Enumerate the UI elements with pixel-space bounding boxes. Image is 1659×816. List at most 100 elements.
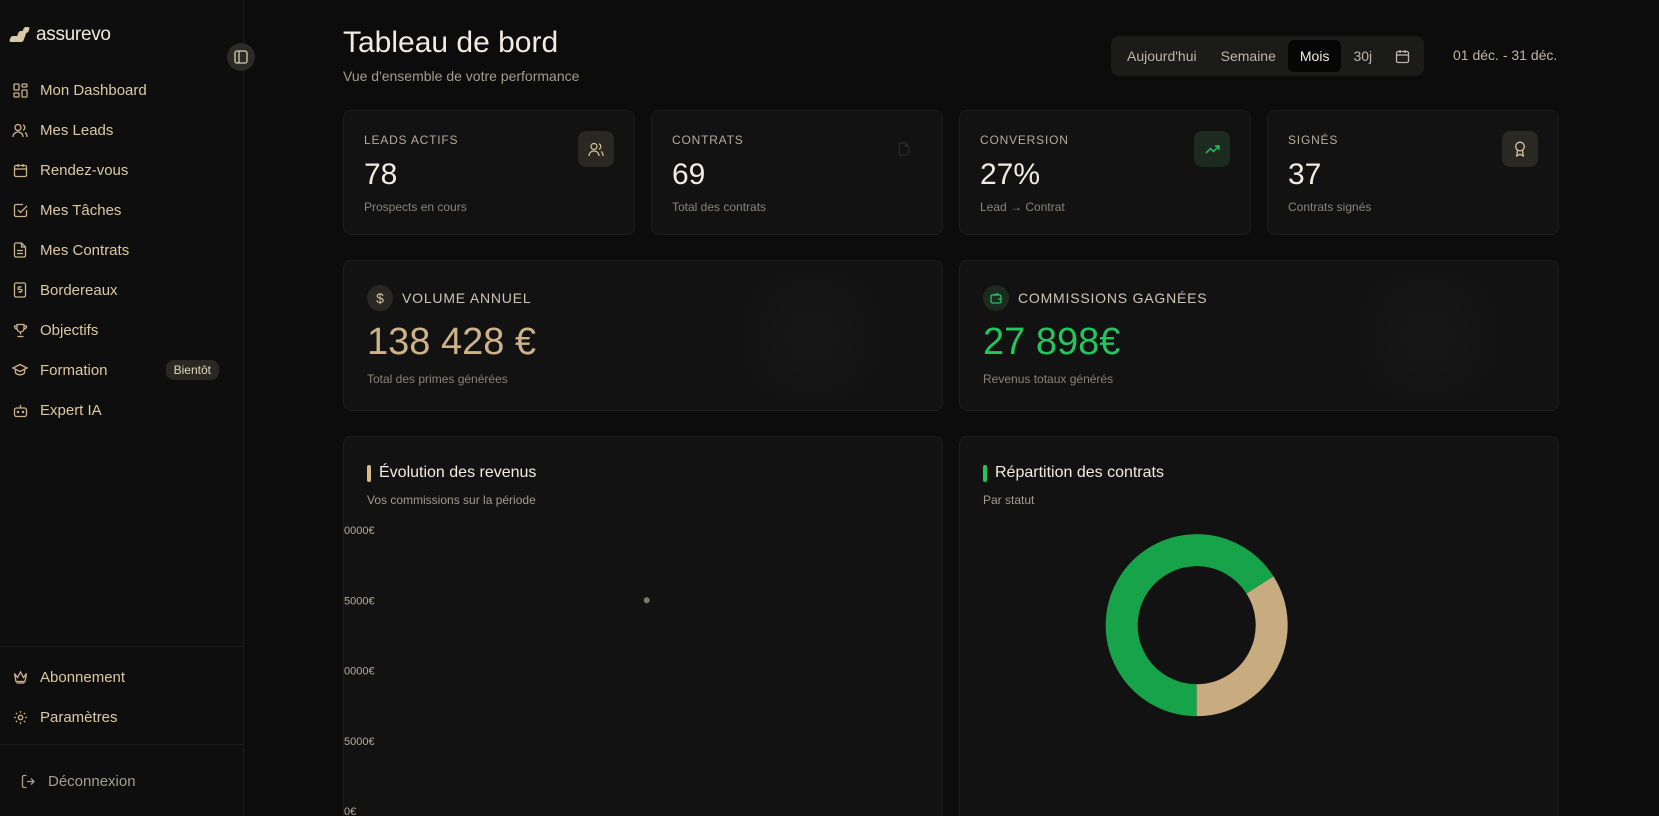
sidebar-item-label: Expert IA	[40, 401, 102, 419]
range-month-button[interactable]: Mois	[1287, 40, 1342, 72]
kpi-subtitle: Total des contrats	[672, 200, 767, 214]
volume-annuel-card: $ VOLUME ANNUEL 138 428 € Total des prim…	[343, 260, 943, 411]
contracts-chart-header: Répartition des contrats	[983, 464, 1164, 482]
range-30-days-button[interactable]: 30j	[1353, 48, 1373, 64]
sidebar-item-label: Mes Leads	[40, 121, 114, 139]
sidebar-item-label: Rendez-vous	[40, 161, 129, 179]
sidebar-item-label: Mes Contrats	[40, 241, 130, 259]
page-title: Tableau de bord	[343, 26, 559, 59]
kpi-card-conversion: CONVERSION 27% Lead → Contrat	[959, 110, 1251, 235]
y-tick-label: 5000€	[344, 595, 375, 607]
donut-slice	[1196, 576, 1288, 717]
document-icon	[886, 131, 922, 167]
accent-bar	[367, 464, 371, 482]
contracts-donut-chart	[1105, 534, 1288, 717]
sidebar-bottom-nav: Abonnement Paramètres	[0, 646, 244, 737]
calendar-icon	[1395, 49, 1409, 63]
kpi-value: 37	[1288, 158, 1322, 191]
sidebar-item-parametres[interactable]: Paramètres	[0, 697, 244, 737]
sidebar-nav: Mon Dashboard Mes Leads Rendez-vous Mes …	[0, 70, 244, 430]
volume-value: 138 428 €	[367, 321, 537, 363]
contracts-chart-title: Répartition des contrats	[995, 464, 1164, 481]
sidebar-item-label: Bordereaux	[40, 281, 118, 299]
range-today-button[interactable]: Aujourd'hui	[1127, 48, 1197, 64]
kpi-subtitle: Contrats signés	[1288, 200, 1372, 214]
range-week-button[interactable]: Semaine	[1220, 48, 1276, 64]
sidebar-toggle-button[interactable]	[227, 43, 255, 71]
y-tick-label: 0€	[344, 806, 356, 816]
trophy-icon	[12, 322, 28, 338]
revenue-chart-subtitle: Vos commissions sur la période	[367, 493, 536, 507]
sidebar-item-leads[interactable]: Mes Leads	[0, 110, 244, 150]
trending-up-icon	[1194, 131, 1230, 167]
logout-icon	[20, 773, 36, 789]
volume-label: VOLUME ANNUEL	[402, 290, 532, 306]
sidebar-item-bordereaux[interactable]: Bordereaux	[0, 270, 244, 310]
kpi-value: 78	[364, 158, 398, 191]
receipt-icon	[12, 282, 28, 298]
calendar-icon	[12, 162, 28, 178]
sidebar-item-rendez-vous[interactable]: Rendez-vous	[0, 150, 244, 190]
y-tick-label: 0000€	[344, 525, 375, 537]
kpi-subtitle: Lead → Contrat	[980, 200, 1065, 214]
page-subtitle: Vue d'ensemble de votre performance	[343, 68, 580, 84]
commissions-subtitle: Revenus totaux générés	[983, 372, 1114, 386]
logout-button[interactable]: Déconnexion	[8, 761, 136, 801]
kpi-value: 69	[672, 158, 706, 191]
coming-soon-badge: Bientôt	[165, 360, 219, 380]
kpi-value: 27%	[980, 158, 1041, 191]
logout-section: Déconnexion	[0, 744, 244, 816]
logo-mark-icon	[8, 27, 31, 43]
sidebar-item-objectifs[interactable]: Objectifs	[0, 310, 244, 350]
donut-slice	[1105, 534, 1274, 717]
sidebar: assurevo Mon Dashboard Mes Leads Rendez-…	[0, 0, 255, 816]
revenue-chart-title: Évolution des revenus	[379, 464, 537, 481]
panel-left-icon	[234, 50, 248, 64]
sidebar-item-expert-ia[interactable]: Expert IA	[0, 390, 244, 430]
sidebar-item-label: Formation	[40, 361, 108, 379]
revenue-chart-header: Évolution des revenus	[367, 464, 536, 482]
commissions-value: 27 898€	[983, 321, 1121, 363]
sidebar-item-label: Mon Dashboard	[40, 81, 147, 99]
card-glow	[1338, 271, 1518, 401]
accent-bar	[983, 464, 987, 482]
logo[interactable]: assurevo	[8, 24, 111, 46]
kpi-subtitle: Prospects en cours	[364, 200, 467, 214]
document-icon	[12, 242, 28, 258]
sidebar-item-contrats[interactable]: Mes Contrats	[0, 230, 244, 270]
sidebar-item-formation[interactable]: Formation Bientôt	[0, 350, 244, 390]
volume-subtitle: Total des primes générées	[367, 372, 508, 386]
logo-text: assurevo	[36, 24, 111, 45]
y-tick-label: 5000€	[344, 736, 375, 748]
date-range-selector: Aujourd'hui Semaine Mois 30j	[1111, 36, 1425, 76]
bot-icon	[12, 402, 28, 418]
contracts-chart-subtitle: Par statut	[983, 493, 1035, 507]
logout-label: Déconnexion	[48, 772, 136, 790]
sidebar-item-label: Abonnement	[40, 668, 126, 686]
revenue-line-chart: 0000€ 5000€ 0000€ 5000€ 0€	[344, 525, 650, 816]
sidebar-item-dashboard[interactable]: Mon Dashboard	[0, 70, 244, 110]
sidebar-item-taches[interactable]: Mes Tâches	[0, 190, 244, 230]
dashboard-icon	[12, 82, 28, 98]
kpi-label: SIGNÉS	[1288, 133, 1339, 147]
data-point	[643, 597, 650, 604]
commissions-card: COMMISSIONS GAGNÉES 27 898€ Revenus tota…	[959, 260, 1559, 411]
revenue-chart-card: Évolution des revenus Vos commissions su…	[343, 436, 943, 816]
kpi-label: CONVERSION	[980, 133, 1069, 147]
checkbox-icon	[12, 202, 28, 218]
date-range-label: 01 déc. - 31 déc.	[1453, 47, 1558, 63]
kpi-card-signes: SIGNÉS 37 Contrats signés	[1267, 110, 1559, 235]
sidebar-item-label: Objectifs	[40, 321, 99, 339]
sidebar-item-abonnement[interactable]: Abonnement	[0, 657, 244, 697]
sidebar-item-label: Mes Tâches	[40, 201, 122, 219]
crown-icon	[12, 669, 28, 685]
kpi-label: CONTRATS	[672, 133, 744, 147]
kpi-card-contrats: CONTRATS 69 Total des contrats	[651, 110, 943, 235]
users-icon	[12, 122, 28, 138]
contracts-chart-card: Répartition des contrats Par statut	[959, 436, 1559, 816]
calendar-picker-button[interactable]	[1384, 40, 1420, 72]
commissions-label: COMMISSIONS GAGNÉES	[1018, 290, 1208, 306]
award-icon	[1502, 131, 1538, 167]
users-icon	[578, 131, 614, 167]
